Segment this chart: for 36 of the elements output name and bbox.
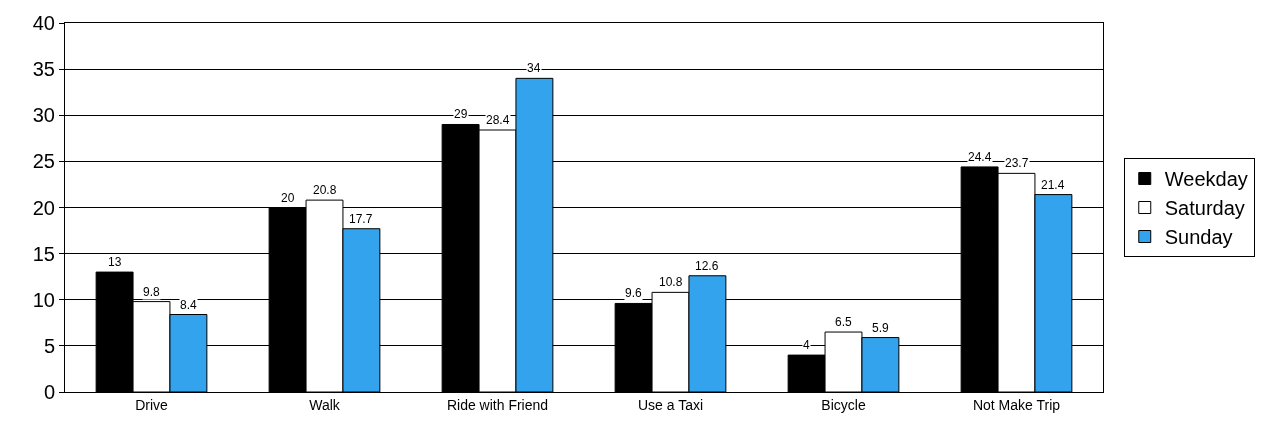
data-label: 20 [281,191,295,205]
data-label: 21.4 [1041,178,1065,192]
data-label: 29 [454,107,468,121]
data-label: 5.9 [872,321,890,335]
data-label: 20.8 [313,183,337,197]
legend-label: Sunday [1164,226,1233,249]
data-label: 4 [803,338,810,352]
data-label: 12.6 [695,259,719,273]
y-tick-label: 35 [32,58,55,81]
x-tick-label: Bicycle [821,396,866,413]
data-label: 23.7 [1005,156,1029,170]
data-label: 24.4 [968,150,992,164]
y-tick-label: 25 [32,150,55,173]
data-label: 8.4 [180,298,198,312]
legend-label: Saturday [1164,197,1245,220]
data-label: 17.7 [349,212,373,226]
x-tick-label: Not Make Trip [972,396,1061,413]
y-tick-label: 0 [43,381,55,403]
data-label: 28.4 [486,113,510,127]
data-label: 9.6 [625,286,643,300]
data-label: 6.5 [835,315,853,329]
data-label: 9.8 [143,285,161,299]
y-tick-label: 10 [32,288,55,311]
data-label: 34 [527,61,541,75]
x-tick-label: Use a Taxi [637,396,704,413]
x-tick-label: Drive [135,396,169,413]
y-tick-label: 5 [43,334,55,357]
y-tick-label: 40 [32,12,55,34]
data-label: 13 [108,255,122,269]
y-tick-label: 15 [32,242,55,265]
x-tick-label: Walk [309,396,341,413]
legend-label: Weekday [1164,168,1248,191]
data-label: 10.8 [659,275,683,289]
x-tick-label: Ride with Friend [446,396,549,413]
y-tick-label: 20 [32,196,55,219]
y-tick-label: 30 [32,104,55,127]
